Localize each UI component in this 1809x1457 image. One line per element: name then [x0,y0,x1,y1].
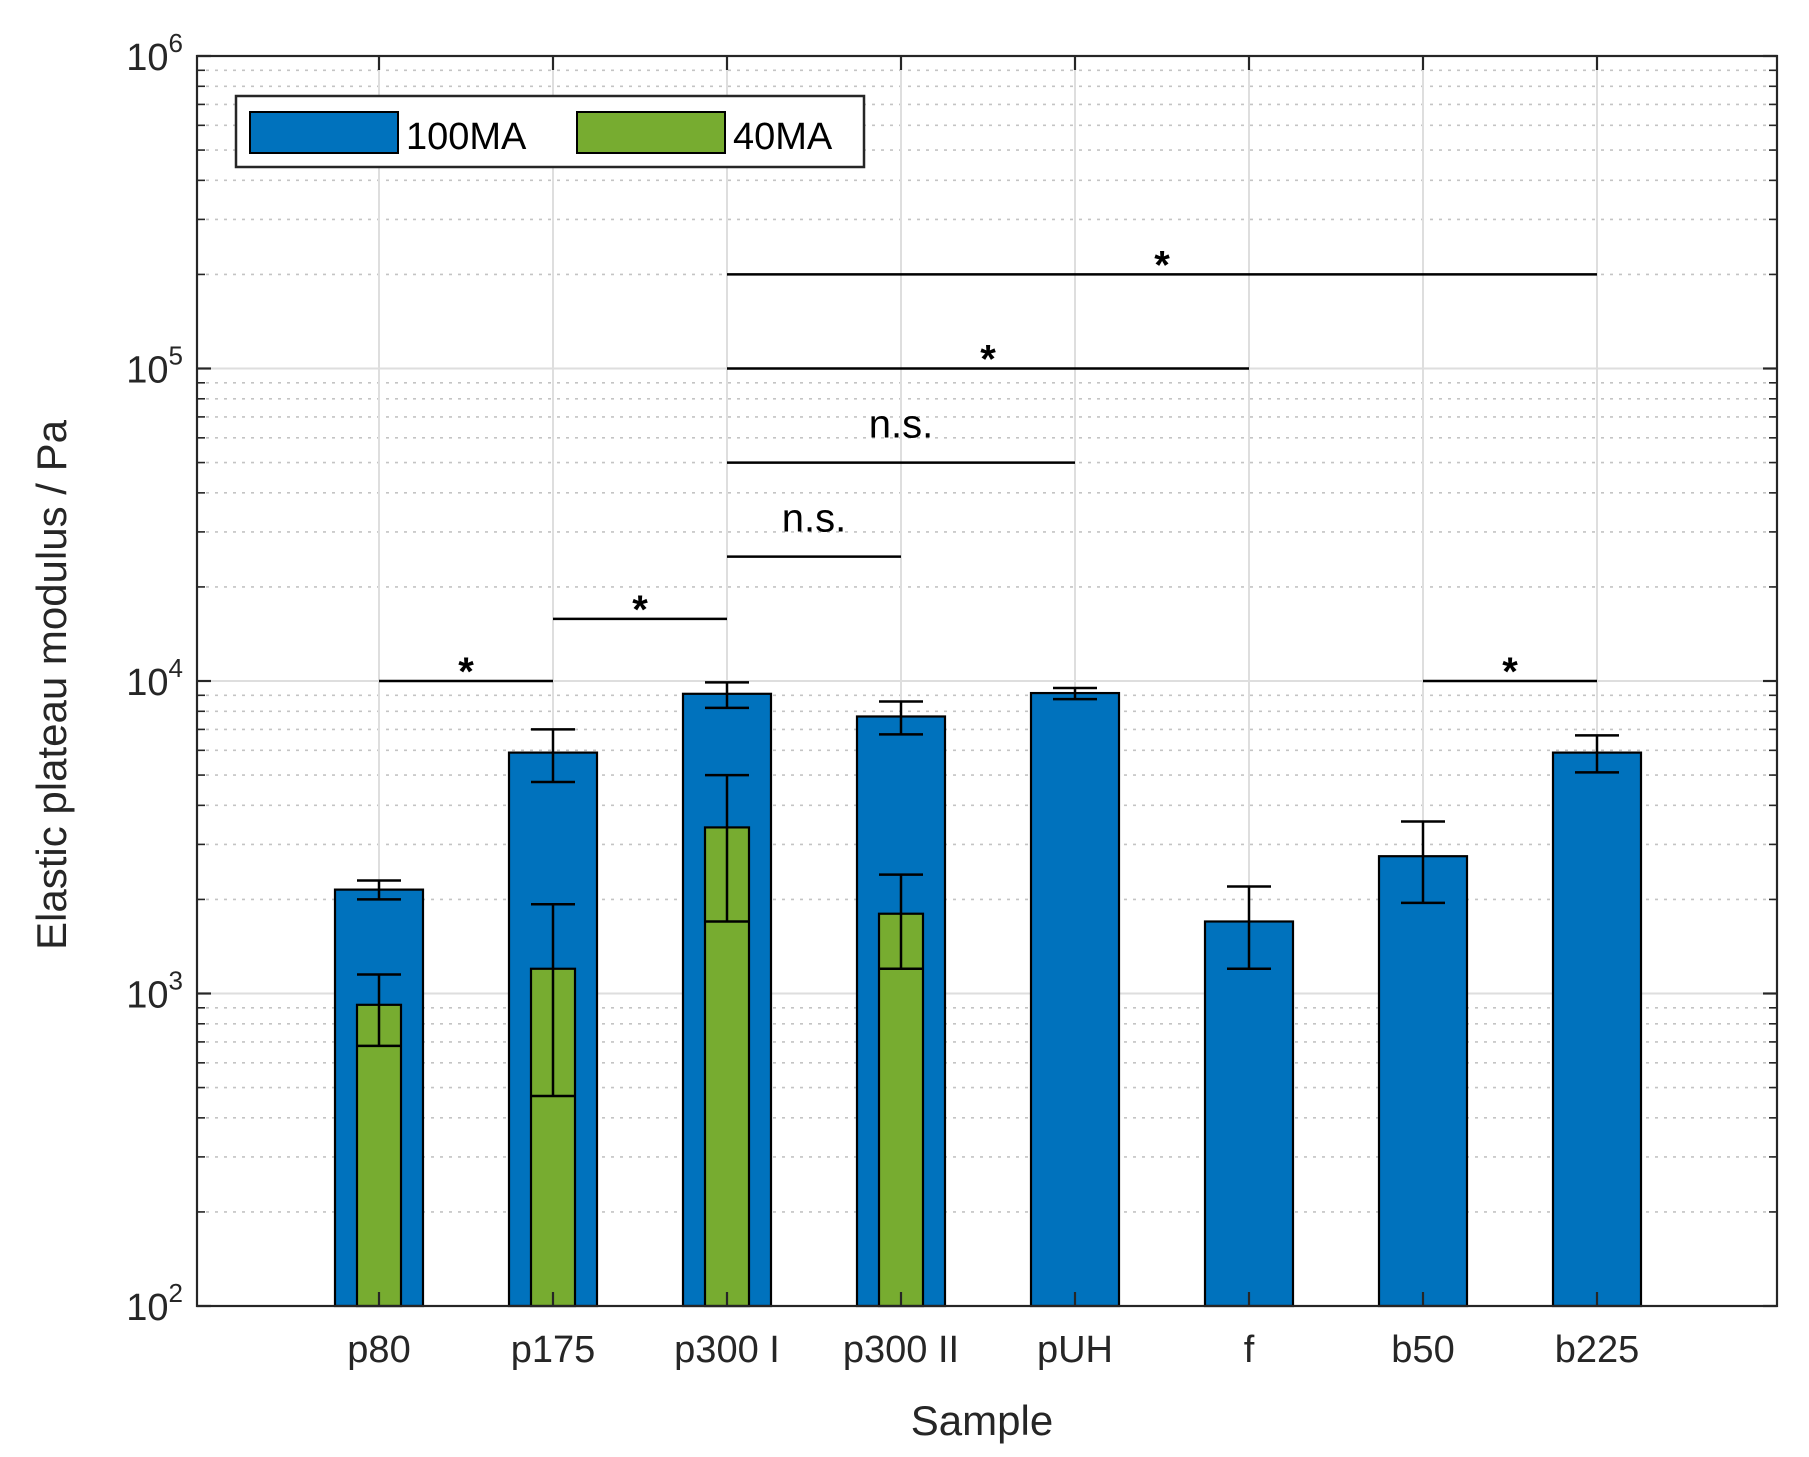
bar-100ma-b50 [1377,855,1469,1308]
significance-annotations: * * n.s. n.s. * * * [379,243,1597,694]
y-tick-label: 102 [126,1278,183,1329]
x-tick-label: b225 [1555,1329,1640,1371]
y-axis-label: Elastic plateau modulus / Pa [28,419,75,950]
x-tick-label: p300 I [674,1329,780,1371]
y-tick-label: 105 [126,341,183,392]
x-tick-label: p300 II [843,1329,959,1371]
y-tick-label: 106 [126,28,183,79]
significance-label-5: * [1154,243,1170,287]
x-tick-label: f [1244,1329,1255,1371]
legend-label-40ma: 40MA [733,116,833,158]
bar-40ma-p300-ii [877,912,925,1308]
significance-label-0: * [458,650,474,694]
legend-label-100ma: 100MA [406,116,527,158]
x-tick-label: p80 [347,1329,410,1371]
bar-40ma-p80 [355,1003,403,1308]
legend: 100MA 40MA [234,94,866,169]
significance-label-3: n.s. [869,403,933,447]
x-tick-label: b50 [1391,1329,1454,1371]
tick-labels: p80 p175 p300 I p300 II pUH f b50 b225 102 103 104… [126,28,1639,1371]
significance-label-2: n.s. [782,497,846,541]
bar-100ma-f [1203,920,1295,1308]
bar-100ma-b225 [1551,751,1643,1308]
x-tick-label: p175 [511,1329,596,1371]
significance-label-6: * [1502,650,1518,694]
significance-label-4: * [980,338,996,382]
bars [333,681,1643,1308]
axes [195,54,1779,1308]
significance-label-1: * [632,588,648,632]
y-tick-label: 104 [126,653,183,704]
legend-swatch-100ma [249,111,399,154]
x-axis-label: Sample [911,1397,1053,1444]
legend-swatch-40ma [576,111,726,154]
x-tick-label: pUH [1037,1329,1113,1371]
bar-100ma-puh [1029,691,1121,1308]
y-tick-label: 103 [126,966,183,1017]
